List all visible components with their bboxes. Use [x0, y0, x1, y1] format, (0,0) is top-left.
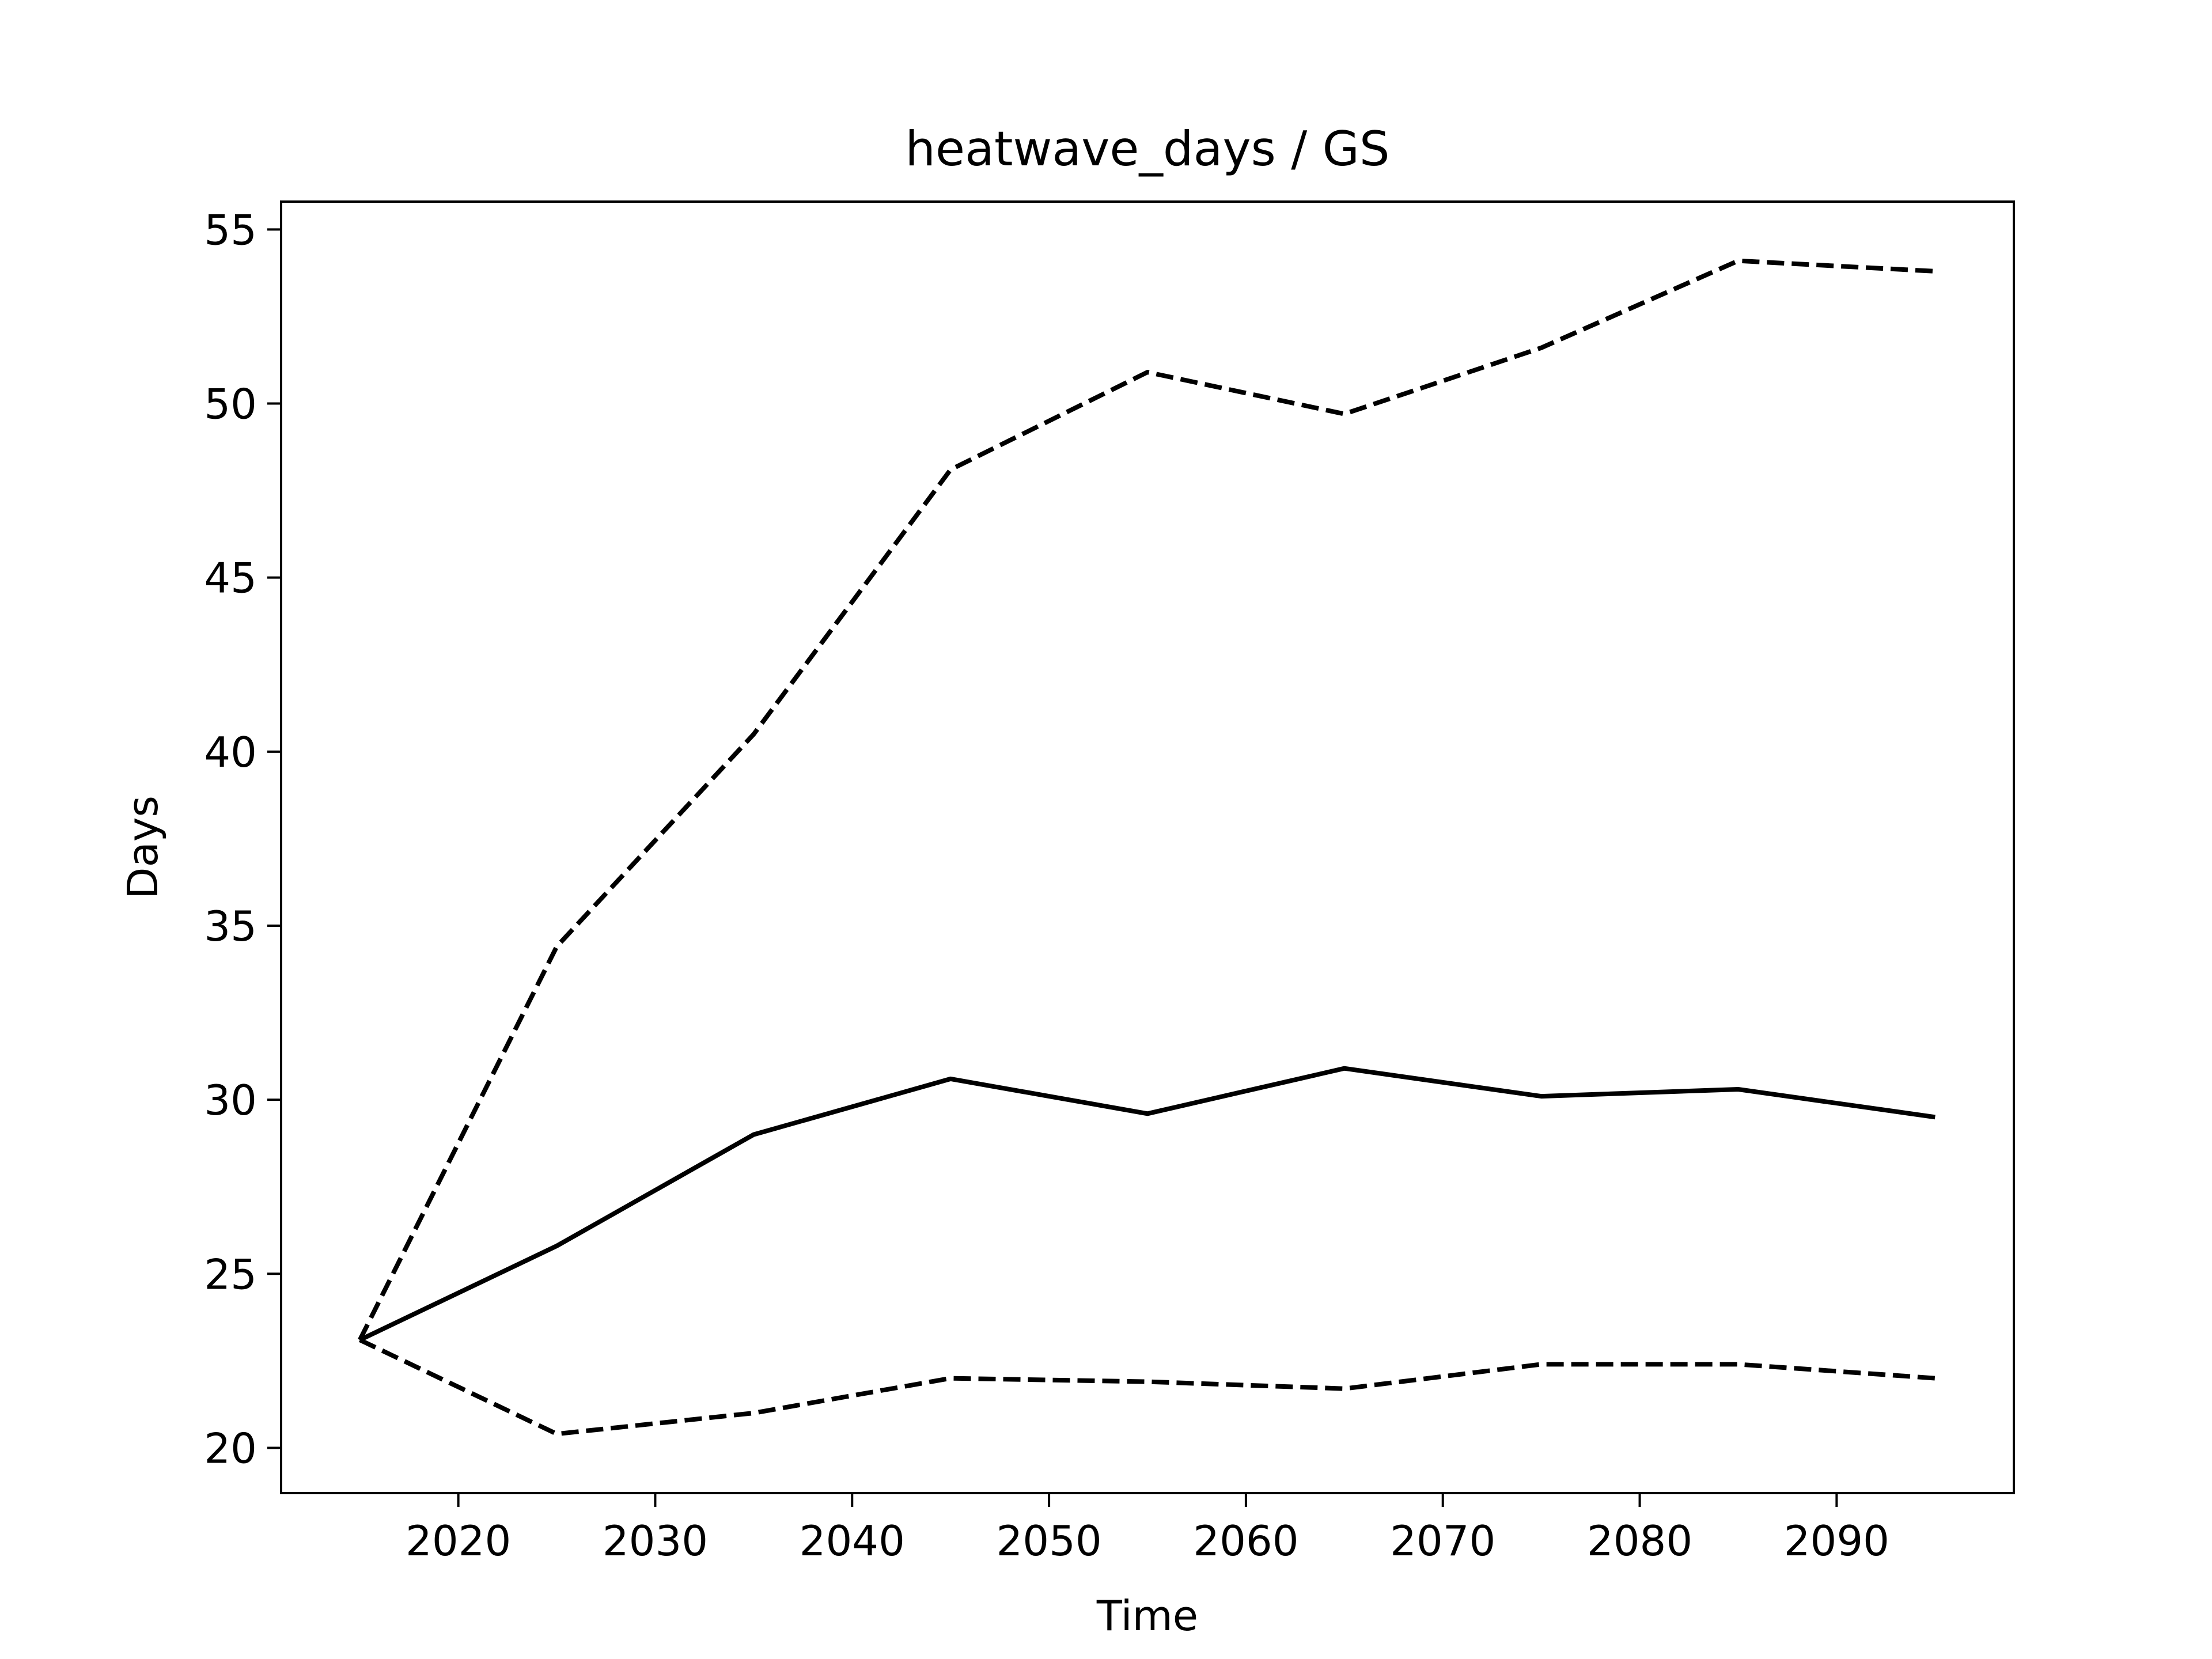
y-tick-label: 25: [204, 1250, 257, 1298]
series-line-3-dashed: [358, 1338, 1936, 1437]
y-tick-label: 50: [204, 380, 257, 429]
series-layer: [358, 258, 1936, 1437]
y-axis-label: Days: [119, 796, 167, 899]
series-line-2-dashed: [358, 258, 1936, 1341]
x-tick-label: 2030: [603, 1517, 708, 1565]
x-axis-label: Time: [1096, 1592, 1198, 1640]
x-tick-label: 2020: [406, 1517, 511, 1565]
chart-title: heatwave_days / GS: [905, 121, 1389, 177]
series-line-1-solid: [358, 1066, 1936, 1342]
x-tick-label: 2080: [1587, 1517, 1692, 1565]
y-tick-label: 45: [204, 554, 257, 603]
y-tick-label: 35: [204, 902, 257, 950]
x-axis: 2020 2030 2040 2050 2060 2070 2080 2090: [406, 1493, 1889, 1565]
y-tick-label: 20: [204, 1424, 257, 1472]
x-tick-label: 2040: [800, 1517, 905, 1565]
y-tick-label: 30: [204, 1076, 257, 1124]
y-tick-label: 55: [204, 206, 257, 254]
x-tick-label: 2060: [1193, 1517, 1298, 1565]
x-tick-label: 2070: [1390, 1517, 1495, 1565]
y-tick-label: 40: [204, 728, 257, 777]
plot-frame: [280, 200, 2015, 1494]
x-tick-label: 2050: [996, 1517, 1101, 1565]
y-axis: 20 25 30 35 40 45 50 55: [204, 206, 281, 1472]
x-tick-label: 2090: [1784, 1517, 1889, 1565]
